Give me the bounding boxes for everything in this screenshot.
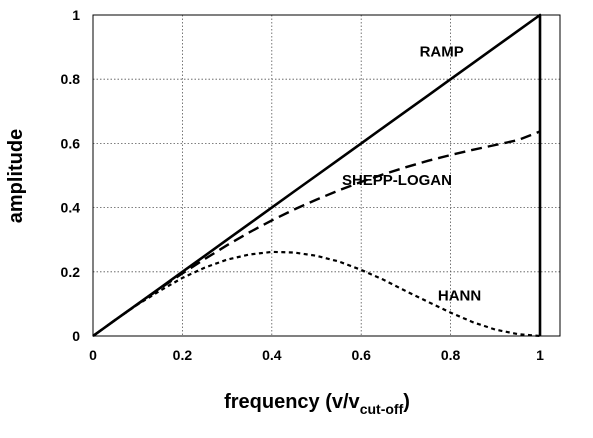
x-tick-label-2: 0.4: [262, 347, 282, 363]
x-axis-title-main: frequency (v/v: [224, 391, 360, 413]
y-tick-label-3: 0.6: [61, 135, 81, 151]
x-tick-label-1: 0.2: [173, 347, 193, 363]
series-line-shepp-logan: [92, 130, 541, 337]
x-axis-title-subscript: cut-off: [360, 401, 404, 417]
y-tick-label-4: 0.8: [61, 71, 81, 87]
x-tick-label-5: 1: [536, 347, 544, 363]
y-tick-label-5: 1: [72, 7, 80, 23]
plot-frame: [92, 14, 561, 337]
y-tick-label-2: 0.4: [61, 200, 81, 216]
curve-label-ramp: RAMP: [420, 44, 464, 61]
x-tick-label-0: 0: [89, 347, 97, 363]
y-tick-label-0: 0: [72, 328, 80, 344]
series-line-hann: [92, 250, 541, 338]
x-tick-label-3: 0.6: [351, 347, 371, 363]
curve-label-layer: RAMP SHEPP-LOGAN HANN: [342, 44, 481, 305]
series-line-ramp: [92, 13, 542, 338]
curve-label-hann: HANN: [438, 288, 481, 305]
x-axis-title: frequency (v/vcut-off): [224, 391, 410, 417]
x-tick-label-4: 0.8: [441, 347, 461, 363]
x-axis-title-end: ): [403, 391, 410, 413]
curve-label-shepp-logan: SHEPP-LOGAN: [342, 172, 452, 189]
y-tick-label-1: 0.2: [61, 264, 81, 280]
y-axis-title: amplitude: [5, 129, 27, 223]
tick-layer: 0 0.2 0.4 0.6 0.8 1 0 0.2 0.4 0.6 0.8 1: [61, 7, 545, 363]
series-layer: [92, 13, 542, 338]
